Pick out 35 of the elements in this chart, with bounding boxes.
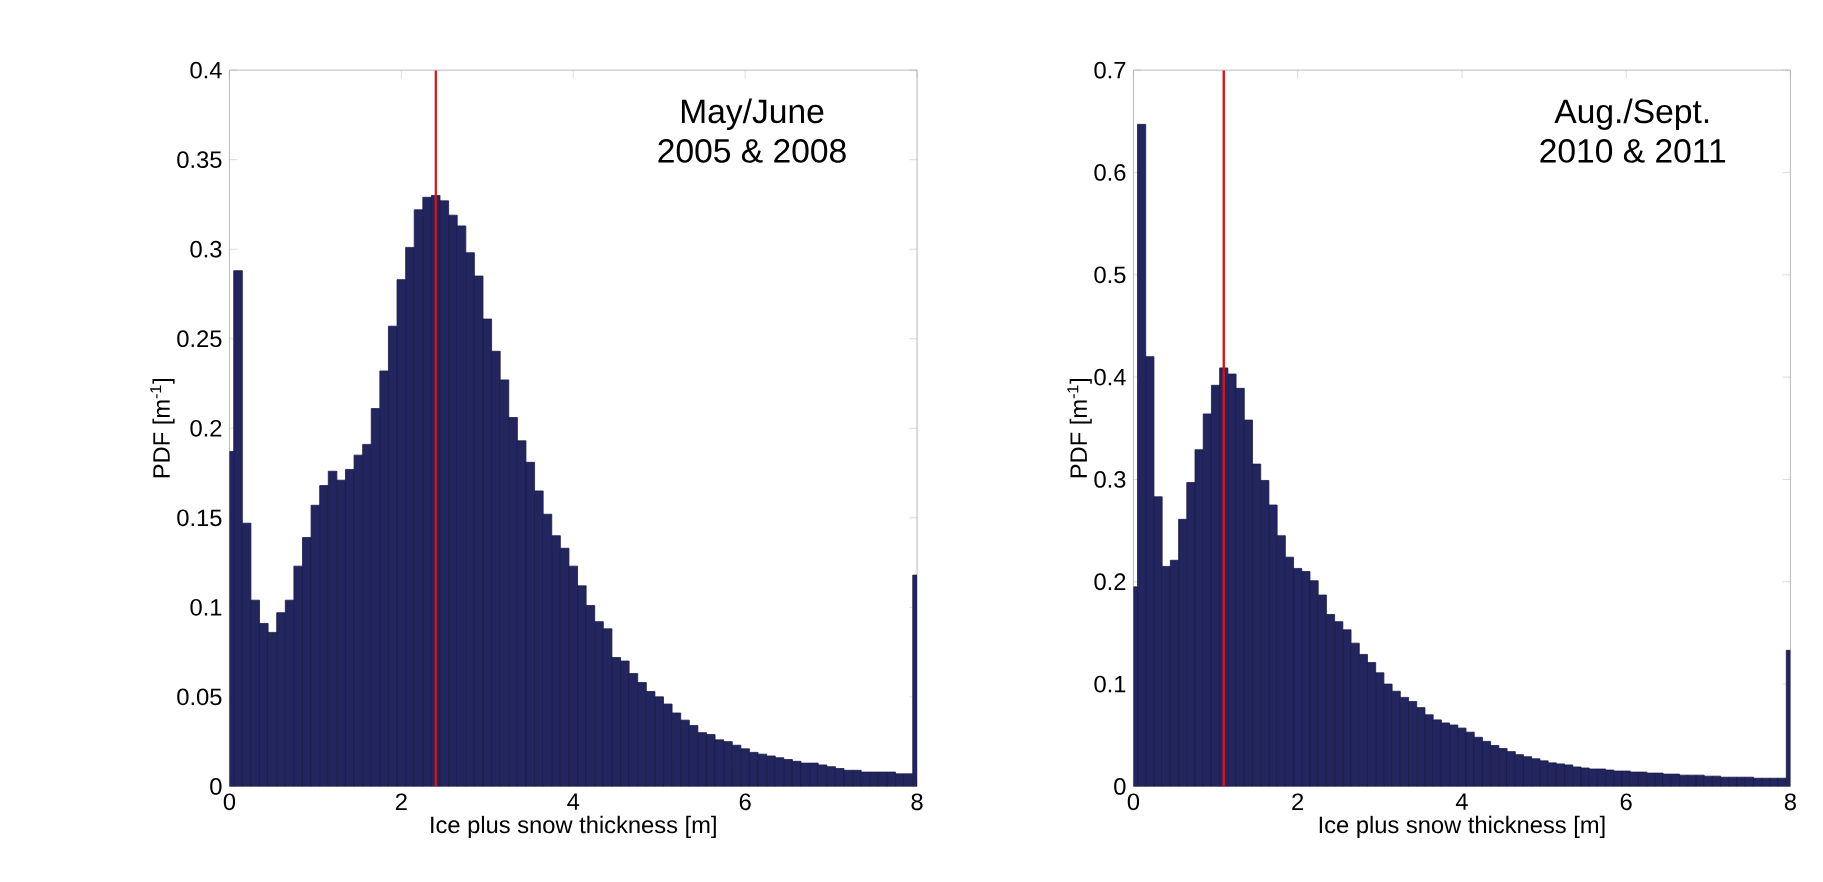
y-tick-label: 0.15 <box>177 509 222 527</box>
y-tick-label: 0.1 <box>1094 675 1126 693</box>
x-axis-title: Ice plus snow thickness [m] <box>1319 815 1605 838</box>
x-axis-title: Ice plus snow thickness [m] <box>431 815 716 838</box>
y-tick-label: 0.3 <box>1094 470 1126 488</box>
annotation: 2010 & 2011 <box>1540 138 1726 163</box>
annotation: 2005 & 2008 <box>658 138 846 163</box>
x-tick-label: 4 <box>1455 793 1468 810</box>
y-tick-label: 0.3 <box>190 240 222 258</box>
y-tick-label: 0.1 <box>190 598 222 616</box>
x-tick-label: 0 <box>1127 793 1140 811</box>
y-tick-label: 0.6 <box>1094 163 1126 181</box>
x-tick-label: 2 <box>395 793 407 810</box>
y-axis-title: PDF [m$^{-1}$] <box>150 378 175 478</box>
x-tick-label: 6 <box>1620 793 1632 811</box>
y-tick-label: 0.4 <box>190 61 222 79</box>
x-tick-label: 8 <box>911 793 923 811</box>
y-tick-label: 0 <box>1114 777 1126 795</box>
x-tick-label: 8 <box>1784 793 1796 811</box>
y-tick-label: 0.5 <box>1094 266 1126 284</box>
x-tick-label: 0 <box>223 793 236 811</box>
x-tick-label: 6 <box>739 793 751 811</box>
y-tick-label: 0.35 <box>177 151 222 168</box>
x-tick-label: 2 <box>1292 793 1304 810</box>
y-tick-label: 0.25 <box>177 330 222 347</box>
annotation: Aug./Sept. <box>1554 98 1709 130</box>
x-tick-label: 4 <box>567 793 580 810</box>
y-tick-label: 0.05 <box>177 688 222 706</box>
annotation: May/June <box>681 98 824 130</box>
y-tick-label: 0.4 <box>1094 368 1126 386</box>
y-tick-label: 0.7 <box>1094 61 1126 79</box>
y-tick-label: 0 <box>210 777 222 795</box>
y-axis-title: PDF [m$^{-1}$] <box>1067 378 1092 478</box>
y-tick-label: 0.2 <box>190 419 222 437</box>
y-tick-label: 0.2 <box>1094 573 1126 591</box>
